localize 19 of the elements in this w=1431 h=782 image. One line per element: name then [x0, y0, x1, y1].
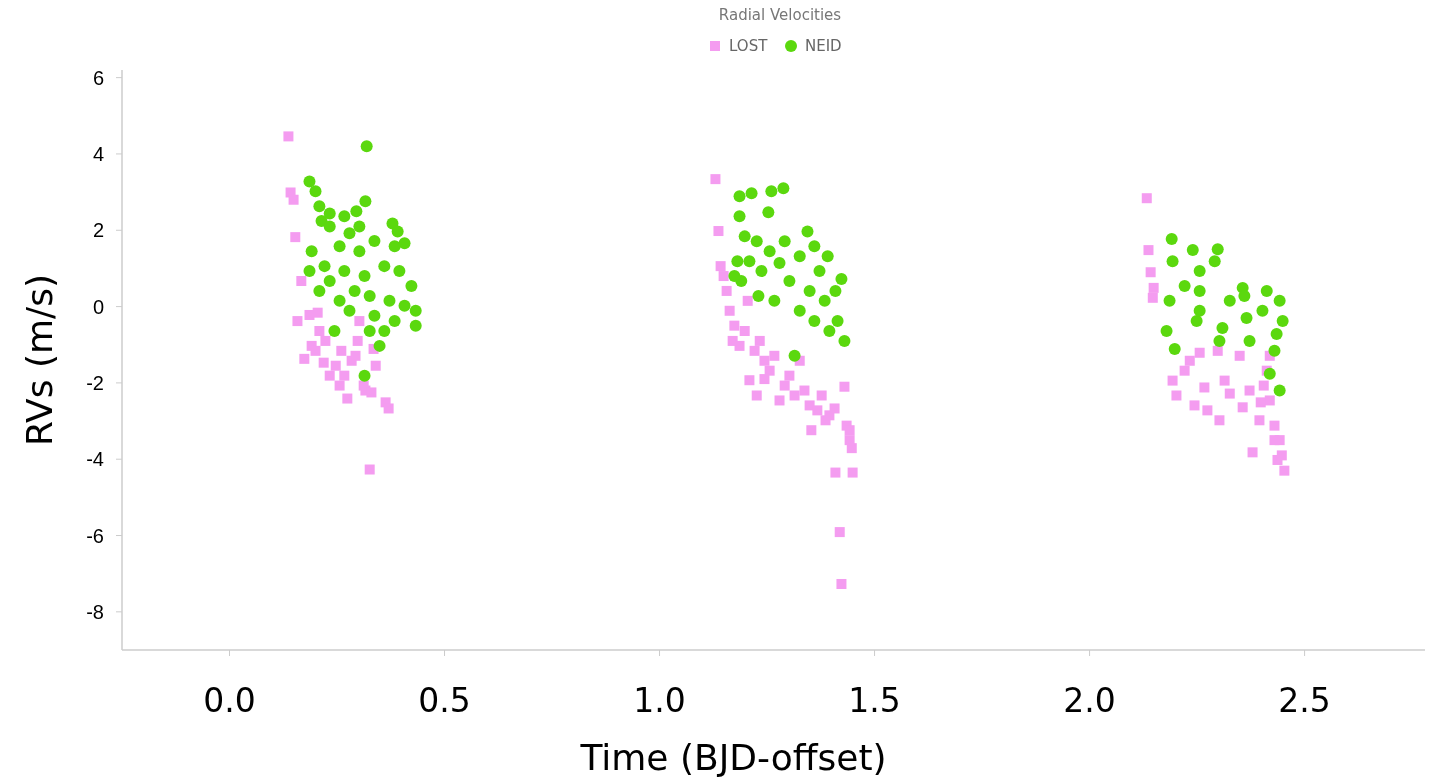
y-axis-title: RVs (m/s): [19, 274, 60, 446]
y-tick-label: -8: [86, 600, 104, 623]
x-tick-label: 1.0: [633, 681, 686, 720]
y-tick-label: 6: [92, 66, 104, 89]
y-tick-label: 4: [92, 142, 104, 165]
y-tick-label: 2: [92, 219, 104, 242]
y-tick-label: -2: [86, 371, 104, 394]
y-tick-label: -4: [86, 448, 104, 471]
x-tick-label: 0.0: [203, 681, 256, 720]
x-tick-label: 1.5: [848, 681, 901, 720]
x-axis-title: Time (BJD-offset): [579, 737, 887, 778]
x-tick-label: 2.0: [1063, 681, 1116, 720]
chart-title: Radial Velocities: [718, 6, 842, 24]
y-tick-label: -6: [86, 524, 104, 547]
legend-label: LOST: [729, 37, 769, 56]
legend-label: NEID: [805, 37, 842, 56]
y-tick-label: 0: [92, 295, 104, 318]
x-tick-label: 2.5: [1278, 681, 1331, 720]
x-tick-label: 0.5: [418, 681, 471, 720]
